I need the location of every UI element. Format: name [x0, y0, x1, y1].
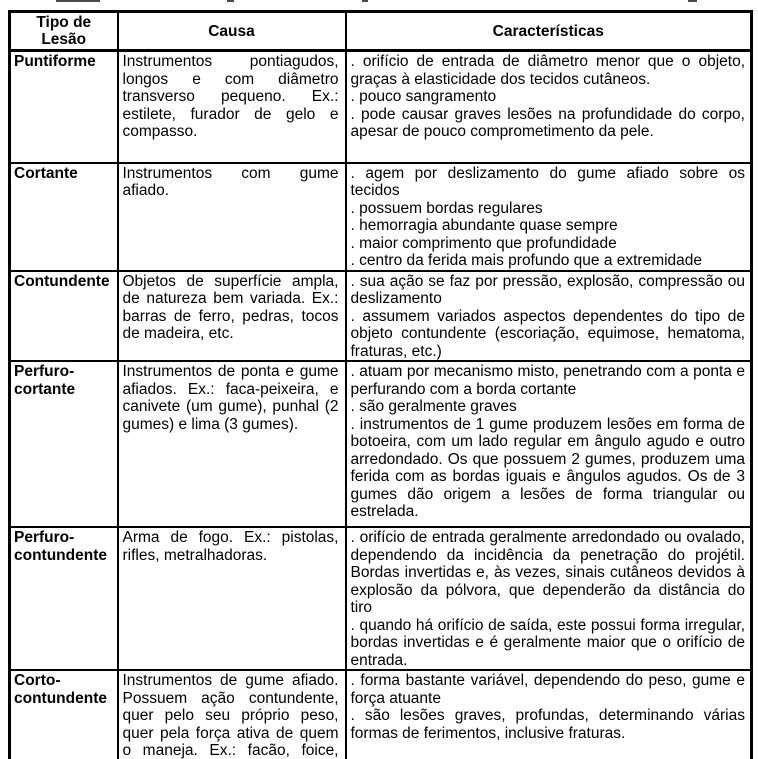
characteristics-cell: . orifício de entrada de diâmetro menor …: [344, 49, 753, 164]
lesion-types-table: Tipo de Lesão Causa Características Punt…: [8, 10, 753, 759]
table-row-corto-contundente: Corto- contundente Instrumentos de gume …: [8, 669, 753, 759]
cropped-text-artifact: [227, 0, 234, 2]
cropped-text-artifact: [362, 0, 368, 2]
characteristics-cell: . orifício de entrada geralmente arredon…: [344, 526, 753, 671]
lesion-type-cell: Contundente: [8, 269, 119, 362]
characteristics-cell: . atuam por mecanismo misto, penetrando …: [344, 360, 753, 528]
cause-cell: Objetos de superfície ampla, de natureza…: [116, 269, 347, 362]
characteristics-cell: . forma bastante variável, dependendo do…: [344, 669, 753, 759]
cropped-text-artifact: [688, 0, 697, 2]
header-cause: Causa: [116, 10, 347, 52]
lesion-type-cell: Cortante: [8, 161, 119, 272]
table-row-cortante: Cortante Instrumentos com gume afiado. .…: [8, 161, 753, 272]
lesion-type-cell: Perfuro- contundente: [8, 526, 119, 671]
lesion-type-cell: Puntiforme: [8, 49, 119, 164]
lesion-type-cell: Corto- contundente: [8, 669, 119, 759]
characteristics-cell: . agem por deslizamento do gume afiado s…: [344, 161, 753, 272]
cause-cell: Instrumentos pontiagudos, longos e com d…: [116, 49, 347, 164]
table-row-contundente: Contundente Objetos de superfície ampla,…: [8, 269, 753, 362]
table-row-puntiforme: Puntiforme Instrumentos pontiagudos, lon…: [8, 49, 753, 164]
header-characteristics: Características: [344, 10, 753, 52]
header-row: Tipo de Lesão Causa Características: [8, 10, 753, 52]
table-row-perfuro-cortante: Perfuro- cortante Instrumentos de ponta …: [8, 360, 753, 528]
cause-cell: Instrumentos de ponta e gume afiados. Ex…: [116, 360, 347, 528]
cause-cell: Arma de fogo. Ex.: pistolas, rifles, met…: [116, 526, 347, 671]
table-row-perfuro-contundente: Perfuro- contundente Arma de fogo. Ex.: …: [8, 526, 753, 671]
lesion-type-cell: Perfuro- cortante: [8, 360, 119, 528]
header-lesion-type: Tipo de Lesão: [8, 10, 119, 52]
cause-cell: Instrumentos de gume afiado. Possuem açã…: [116, 669, 347, 759]
characteristics-cell: . sua ação se faz por pressão, explosão,…: [344, 269, 753, 362]
cause-cell: Instrumentos com gume afiado.: [116, 161, 347, 272]
cropped-text-artifact: [56, 0, 100, 2]
